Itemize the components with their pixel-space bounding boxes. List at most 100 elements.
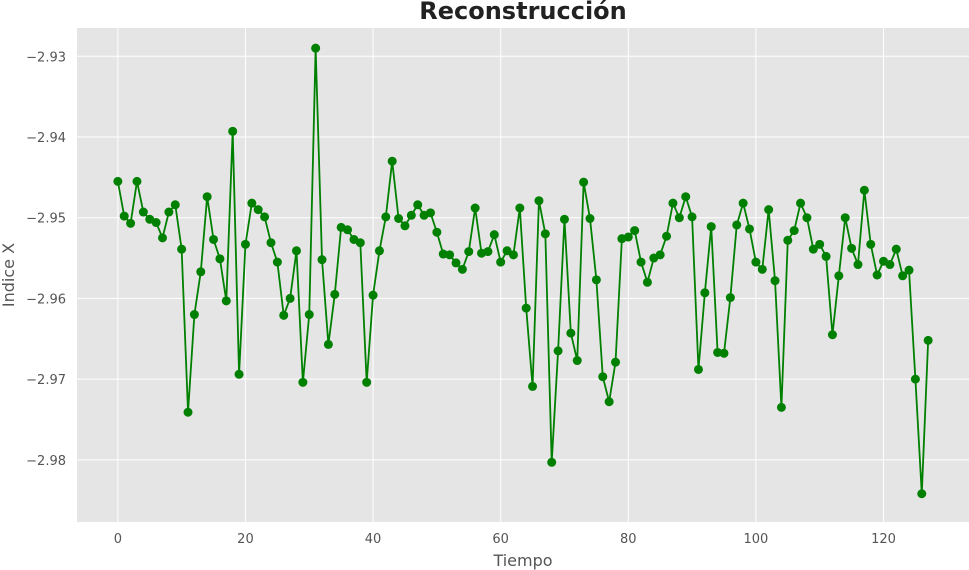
data-point [783, 235, 793, 245]
data-point [642, 277, 652, 287]
x-tick-label: 80 [620, 532, 637, 547]
data-point [464, 247, 474, 257]
data-point [706, 222, 716, 232]
data-point [406, 210, 416, 220]
data-point [789, 226, 799, 236]
data-point [164, 207, 174, 217]
data-point [374, 246, 384, 256]
data-point [304, 310, 314, 320]
x-tick-label: 0 [114, 532, 122, 547]
data-point [821, 251, 831, 261]
data-point [451, 258, 461, 268]
y-tick-label: −2.96 [26, 292, 66, 307]
x-tick-label: 20 [237, 532, 254, 547]
data-point [470, 203, 480, 213]
data-point [432, 227, 442, 237]
data-point [209, 234, 219, 244]
data-point [623, 232, 633, 242]
data-point [885, 260, 895, 270]
data-point [693, 364, 703, 374]
data-point [725, 293, 735, 303]
data-point [445, 250, 455, 260]
data-point [547, 457, 557, 467]
data-point [872, 270, 882, 280]
data-point [528, 381, 538, 391]
y-tick-label: −2.97 [26, 373, 66, 388]
chart-title: Reconstrucción [419, 0, 627, 25]
data-point [158, 233, 167, 243]
data-point [240, 239, 250, 249]
data-point [585, 214, 595, 223]
data-point [126, 218, 136, 228]
data-point [515, 203, 525, 213]
plot-area [77, 28, 969, 522]
data-point [834, 271, 844, 281]
data-series [113, 43, 933, 499]
data-point [425, 208, 435, 218]
data-point [177, 244, 187, 254]
data-point [298, 377, 308, 387]
data-point [579, 177, 589, 187]
data-point [796, 198, 806, 208]
data-point [917, 489, 927, 499]
data-point [285, 293, 295, 303]
data-point [655, 250, 665, 260]
data-point [764, 205, 774, 215]
data-point [234, 369, 244, 379]
x-tick-label: 120 [871, 532, 896, 547]
data-point [815, 239, 825, 249]
data-point [859, 185, 869, 195]
data-point [904, 265, 914, 275]
y-tick-label: −2.95 [26, 212, 66, 227]
data-point [317, 255, 327, 265]
data-point [662, 231, 672, 241]
data-point [138, 207, 148, 217]
data-point [489, 230, 499, 240]
data-point [572, 356, 582, 366]
data-point [170, 200, 180, 210]
data-point [898, 271, 908, 281]
data-point [866, 239, 876, 249]
x-tick-label: 100 [743, 532, 768, 547]
data-point [228, 126, 238, 136]
data-point [732, 220, 742, 230]
x-tick-label: 40 [365, 532, 382, 547]
data-point [757, 264, 767, 274]
data-point [598, 372, 608, 382]
data-point [260, 212, 270, 222]
x-tick-label: 60 [492, 532, 509, 547]
y-axis-label: Indice X [0, 243, 18, 307]
data-point [681, 192, 691, 202]
data-point [113, 176, 123, 186]
data-point [559, 214, 569, 224]
data-point [738, 198, 748, 208]
data-point [394, 214, 404, 223]
data-point [508, 250, 518, 260]
data-point [483, 247, 493, 257]
data-point [923, 335, 933, 345]
data-point [853, 260, 863, 270]
data-point [381, 212, 391, 222]
data-point [840, 213, 850, 223]
data-point [400, 221, 410, 231]
x-axis-label: Tiempo [492, 551, 552, 570]
data-point [247, 198, 257, 208]
data-point [687, 212, 697, 222]
data-point [745, 224, 755, 234]
data-point [566, 328, 576, 338]
data-point [802, 213, 812, 223]
data-point [540, 229, 550, 239]
data-point [808, 244, 818, 254]
data-point [272, 257, 282, 267]
y-tick-label: −2.94 [26, 131, 66, 146]
data-point [674, 213, 684, 223]
gridlines [77, 28, 969, 522]
data-point [776, 402, 786, 412]
data-point [330, 289, 340, 299]
data-point [266, 238, 276, 248]
data-point [521, 303, 531, 313]
data-point [202, 192, 212, 202]
data-point [611, 357, 621, 367]
data-point [604, 397, 614, 407]
